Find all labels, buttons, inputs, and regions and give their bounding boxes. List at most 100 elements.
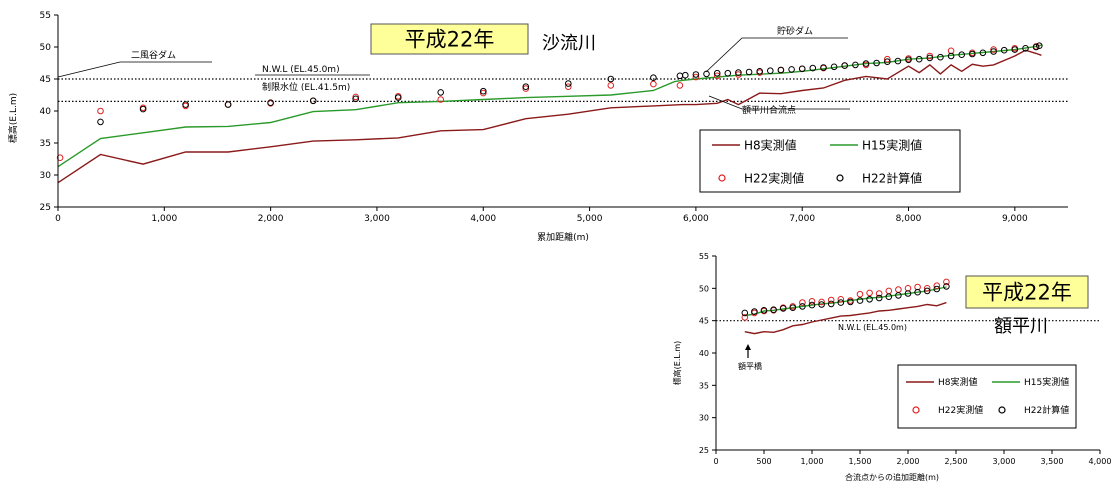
data-point-H22計算値	[1032, 43, 1040, 51]
series-line-H8実測値	[744, 301, 947, 335]
annotation-leader	[705, 37, 848, 73]
data-point-H22実測値	[799, 299, 806, 306]
data-point-H22実測値	[676, 82, 684, 89]
x-tick-label: 1,500	[849, 457, 872, 466]
series-line-H8実測値	[57, 49, 1042, 184]
y-axis-label: 標高(E.L.m)	[7, 93, 19, 143]
y-tick-label: 35	[40, 139, 51, 149]
data-point-H22計算値	[969, 50, 976, 58]
x-tick-label: 1,000	[151, 214, 177, 224]
legend-label: H8実測値	[938, 376, 978, 388]
data-point-H22計算値	[97, 118, 104, 126]
data-point-H22実測値	[885, 287, 893, 295]
chart-title: 平成22年	[405, 28, 495, 52]
data-point-H22計算値	[866, 296, 873, 303]
x-tick-label: 0	[713, 457, 718, 466]
data-point-H22実測値	[352, 93, 360, 101]
main-chart: N.W.L (EL.45.0m) 制限水位 (EL.41.5m) 25 30 35 40…	[7, 11, 1068, 243]
data-point-H22実測値	[818, 298, 825, 306]
data-point-H22計算値	[798, 65, 806, 73]
data-point-H22計算値	[682, 71, 689, 79]
data-point-H22計算値	[847, 298, 854, 306]
annotation-leader	[708, 95, 850, 110]
data-point-H22計算値	[735, 69, 742, 76]
data-point-H22計算値	[480, 87, 487, 95]
x-axis-label: 合流点からの追加距離(m)	[845, 472, 939, 482]
data-point-H22実測値	[480, 89, 487, 97]
data-point-H22計算値	[820, 64, 827, 71]
title-box	[370, 23, 529, 55]
legend-swatch-marker	[998, 406, 1006, 414]
data-point-H22計算値	[808, 301, 816, 309]
data-point-H22実測値	[895, 286, 902, 293]
data-point-H22実測値	[943, 278, 950, 286]
data-point-H22計算値	[915, 55, 923, 63]
y-tick-label: 25	[699, 446, 709, 455]
y-tick-label: 55	[40, 11, 51, 21]
data-point-H22実測値	[56, 154, 64, 161]
annotation-label: 貯砂ダム	[777, 25, 813, 37]
x-tick-label: 7,000	[789, 214, 815, 224]
data-point-H22計算値	[760, 307, 768, 314]
data-point-H22実測値	[713, 72, 721, 80]
legend-label: H22計算値	[862, 170, 922, 185]
legend-label: H22実測値	[744, 170, 804, 185]
data-point-H22実測値	[926, 52, 934, 60]
x-tick-label: 3,000	[364, 214, 390, 224]
chart-title: 平成22年	[982, 281, 1072, 305]
data-point-H22実測値	[692, 73, 700, 81]
data-point-H22計算値	[224, 101, 232, 108]
data-point-H22計算値	[741, 309, 749, 317]
data-point-H22実測値	[437, 96, 445, 103]
data-point-H22計算値	[650, 74, 657, 81]
x-tick-label: 8,000	[896, 214, 922, 224]
data-point-H22計算値	[1036, 42, 1043, 50]
data-point-H22実測値	[607, 82, 615, 89]
data-point-H22計算値	[830, 63, 838, 71]
x-tick-label: 2,000	[258, 214, 284, 224]
data-point-H22実測値	[522, 85, 530, 92]
y-tick-label: 40	[699, 349, 709, 358]
legend-box	[897, 364, 1077, 429]
data-point-H22計算値	[267, 99, 274, 106]
x-tick-label: 4,000	[1089, 457, 1112, 466]
y-tick-label: 50	[699, 284, 709, 293]
data-point-H22実測値	[875, 290, 883, 297]
data-point-H22計算値	[565, 80, 572, 87]
data-point-H22計算値	[856, 297, 864, 304]
y-tick-label: 30	[699, 414, 709, 423]
data-point-H22実測値	[990, 46, 997, 53]
data-point-H22実測値	[923, 285, 931, 292]
data-point-H22実測値	[884, 55, 891, 63]
data-point-H22計算値	[837, 299, 845, 306]
data-point-H22計算値	[607, 75, 615, 83]
data-point-H22実測値	[856, 290, 864, 298]
data-point-H22実測値	[735, 71, 742, 78]
legend-label: H15実測値	[1024, 376, 1069, 388]
data-point-H22計算値	[309, 97, 317, 105]
data-point-H22計算値	[809, 64, 817, 72]
data-point-H22計算値	[979, 49, 987, 57]
data-point-H22計算値	[1011, 46, 1019, 53]
data-point-H22計算値	[522, 83, 530, 90]
data-point-H22計算値	[779, 305, 787, 312]
x-tick-label: 3,000	[993, 457, 1016, 466]
data-point-H22計算値	[947, 52, 955, 60]
data-point-H22計算値	[352, 95, 360, 103]
data-point-H22計算値	[923, 287, 931, 295]
data-point-H22計算値	[713, 69, 721, 77]
x-tick-label: 9,000	[1002, 214, 1028, 224]
x-tick-label: 5,000	[577, 214, 603, 224]
data-point-H22計算値	[777, 66, 785, 74]
y-tick-label: 50	[40, 43, 52, 53]
data-point-H22計算値	[767, 67, 774, 74]
data-point-H22実測値	[827, 296, 835, 304]
annotation-label: 二風谷ダム	[131, 49, 176, 61]
data-point-H22計算値	[394, 94, 402, 101]
data-point-H22実測値	[650, 80, 657, 88]
data-point-H22計算値	[818, 301, 825, 308]
data-point-H22計算値	[841, 62, 849, 69]
x-tick-label: 500	[756, 457, 771, 466]
y-tick-label: 35	[699, 381, 709, 390]
